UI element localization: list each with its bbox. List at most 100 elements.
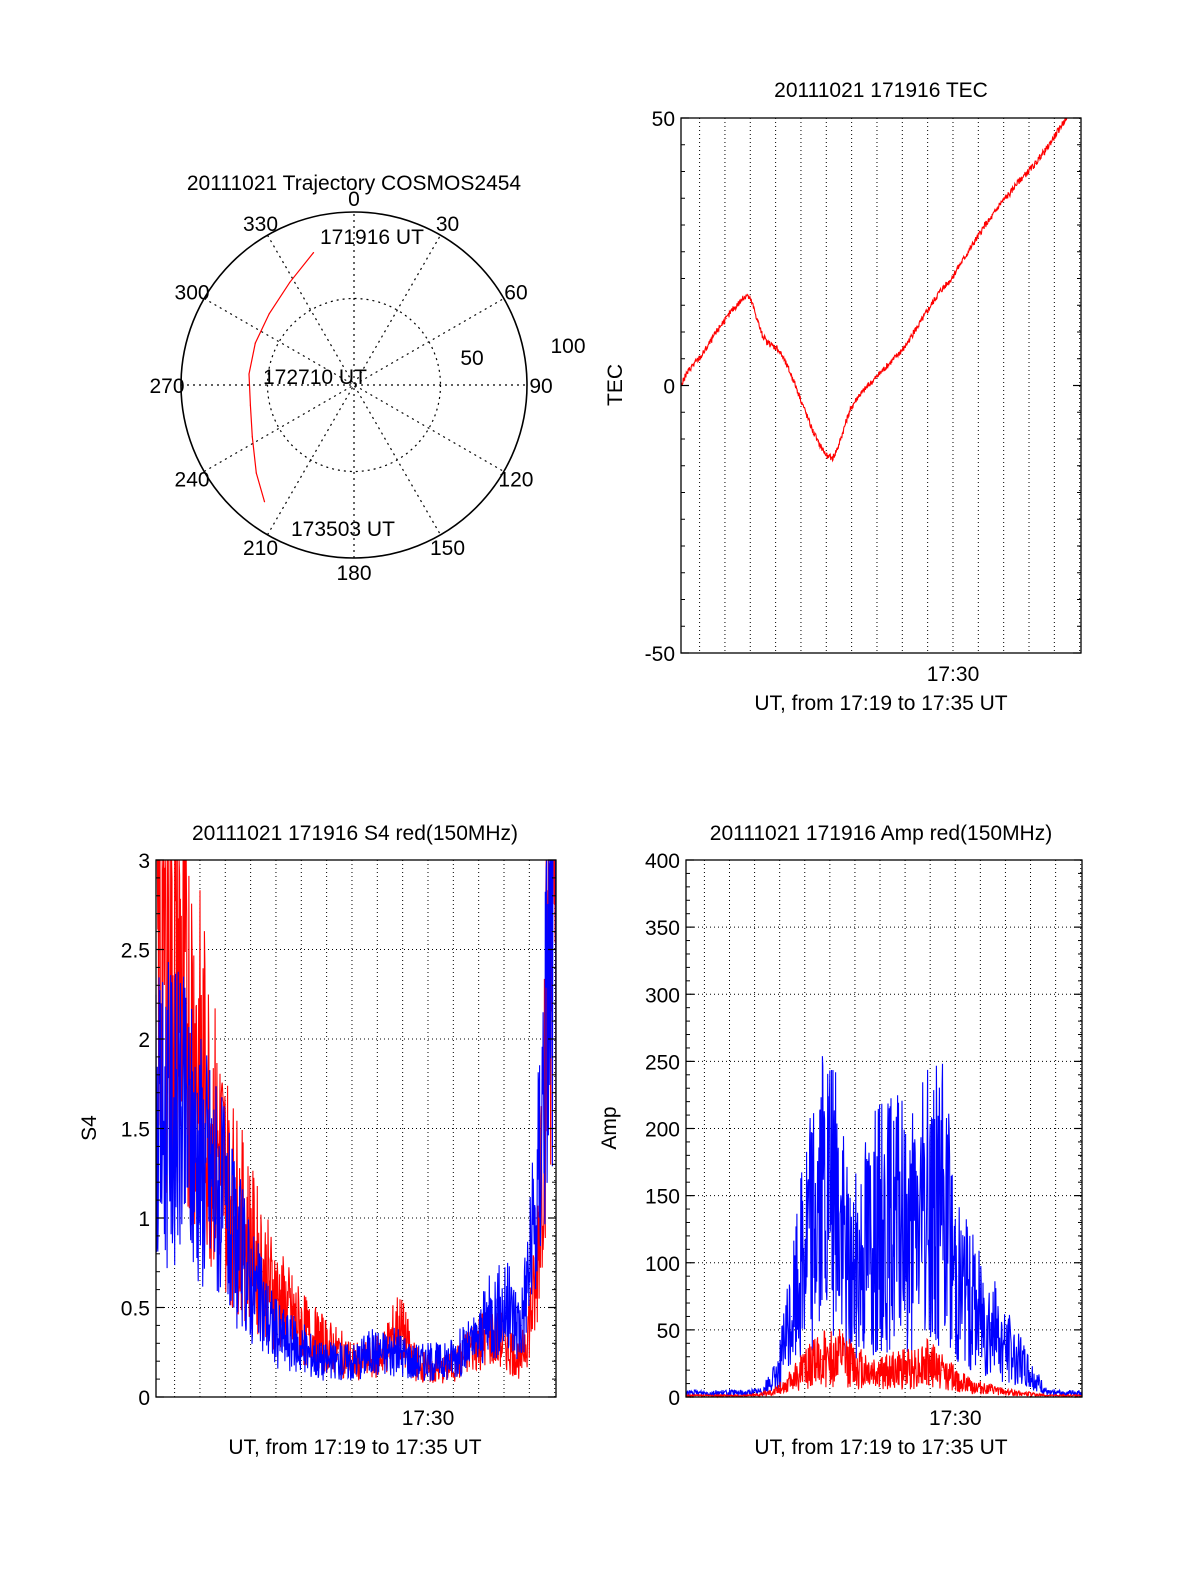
tec-y-tick-label: 50 xyxy=(652,108,675,131)
tec-series-red-point xyxy=(700,355,702,357)
amp-series-blue-point xyxy=(1061,1392,1063,1394)
tec-series-red-point xyxy=(761,334,763,336)
tec-series-red-point xyxy=(781,355,783,357)
s4-y-tick-label: 1 xyxy=(138,1208,150,1231)
amp-y-tick-label: 100 xyxy=(645,1253,680,1276)
amp-series-blue-point xyxy=(730,1392,732,1394)
s4-series-red-point xyxy=(535,1289,537,1291)
tec-series-red-point xyxy=(883,368,885,370)
amp-title: 20111021 171916 Amp red(150MHz) xyxy=(710,822,1052,845)
s4-series-red-point xyxy=(505,1342,507,1344)
amp-series-blue-point xyxy=(821,1195,822,1197)
tec-series-red-point xyxy=(898,352,900,354)
s4-panel: 20111021 171916 S4 red(150MHz) UT, from … xyxy=(78,822,557,1459)
s4-y-tick-label: 0.5 xyxy=(121,1298,150,1321)
amp-series-red-point xyxy=(700,1395,702,1397)
polar-azimuth-label: 270 xyxy=(149,375,184,398)
amp-series-red-point xyxy=(911,1367,913,1368)
amp-series-blue-point xyxy=(715,1392,717,1394)
s4-series-blue-point xyxy=(505,1307,507,1308)
amp-y-tick-label: 150 xyxy=(645,1186,680,1209)
tec-series-red-point xyxy=(837,446,839,448)
tec-series-red-point xyxy=(822,449,824,451)
amp-series-blue-point xyxy=(1046,1392,1048,1394)
s4-series-blue-point xyxy=(444,1360,446,1362)
tec-y-axis-label: TEC xyxy=(604,364,627,406)
tec-series-red-point xyxy=(807,417,809,419)
tec-series-red-point xyxy=(741,299,743,301)
s4-series-blue-point xyxy=(550,913,552,915)
tec-series-red-point xyxy=(989,219,991,221)
polar-azimuth-label: 210 xyxy=(243,537,278,560)
tec-series-red-point xyxy=(1045,149,1047,151)
tec-series-red-point xyxy=(979,232,981,234)
amp-series-red-point xyxy=(1076,1395,1078,1397)
tec-series-red-point xyxy=(1015,184,1016,186)
polar-panel: 20111021 Trajectory COSMOS2454 0 30 60 90 12… xyxy=(149,172,585,585)
amp-series-blue-point xyxy=(956,1275,958,1277)
polar-trajectory-point xyxy=(254,342,256,344)
polar-azimuth-label: 60 xyxy=(504,282,527,305)
tec-series-red-point xyxy=(827,457,829,459)
tec-series-red-point xyxy=(1030,168,1032,170)
polar-trajectory-point xyxy=(312,252,315,254)
amp-series-red-point xyxy=(956,1380,958,1382)
tec-series-red-point xyxy=(944,286,945,287)
tec-y-tick-label: -50 xyxy=(645,643,675,666)
amp-series-blue-point xyxy=(911,1235,913,1237)
amp-series-red-point xyxy=(821,1358,822,1360)
amp-series-red-point xyxy=(775,1389,777,1391)
s4-y-tick-label: 2 xyxy=(138,1029,150,1052)
polar-azimuth-label: 330 xyxy=(243,213,278,236)
amp-series-blue-point xyxy=(1001,1342,1003,1344)
amp-series-red-point xyxy=(730,1395,732,1397)
polar-azimuth-label: 120 xyxy=(498,469,533,492)
s4-series-blue-point xyxy=(459,1351,461,1353)
polar-azimuth-label: 300 xyxy=(175,282,210,305)
amp-series-blue-point xyxy=(745,1392,747,1394)
tec-series-red-point xyxy=(852,403,854,405)
s4-series-blue-point xyxy=(383,1351,385,1353)
amp-series-red-point xyxy=(986,1388,988,1390)
polar-azimuth-label: 180 xyxy=(336,562,371,585)
amp-series-red-point xyxy=(836,1356,837,1358)
tec-y-tick-label: 0 xyxy=(663,376,675,399)
s4-series-red-point xyxy=(337,1351,339,1353)
amp-y-tick-label: 300 xyxy=(645,984,680,1007)
tec-series-red-point xyxy=(1020,179,1021,180)
s4-series-blue-point xyxy=(535,1217,537,1219)
s4-series-blue-point xyxy=(246,1271,248,1273)
polar-trajectory-point xyxy=(268,313,270,315)
tec-title: 20111021 171916 TEC xyxy=(774,79,988,102)
s4-series-red-point xyxy=(520,1360,522,1362)
tec-series-red-point xyxy=(710,339,712,341)
amp-series-red-point xyxy=(926,1362,928,1364)
tec-x-tick-label: 17:30 xyxy=(927,663,980,686)
s4-series-blue-point xyxy=(474,1342,476,1344)
polar-trajectory-point xyxy=(251,436,253,438)
amp-series-blue-point xyxy=(1016,1356,1018,1358)
s4-series-blue-point xyxy=(201,1154,203,1156)
s4-series-blue-point xyxy=(292,1342,294,1344)
s4-series-red-point xyxy=(307,1333,309,1335)
amp-y-tick-label: 400 xyxy=(645,850,680,873)
tec-series-red-point xyxy=(1010,192,1011,194)
tec-series-red-point xyxy=(999,203,1001,205)
amp-series-blue-point xyxy=(805,1235,807,1237)
s4-series-blue-point xyxy=(307,1351,309,1353)
amp-series-red-point xyxy=(1016,1392,1018,1394)
amp-series-blue-point xyxy=(775,1376,777,1378)
polar-trajectory-point xyxy=(249,404,251,406)
tec-series-red-point xyxy=(705,347,707,349)
tec-series-red-point xyxy=(731,310,733,312)
tec-series-red-point xyxy=(862,390,864,392)
tec-series-red-point xyxy=(1055,133,1057,135)
tec-series-red-point xyxy=(1050,141,1052,143)
tec-series-red-line xyxy=(680,117,1081,463)
amp-series-blue-point xyxy=(1076,1392,1078,1394)
amp-series-red-point xyxy=(881,1372,883,1374)
tec-series-red-point xyxy=(918,323,920,325)
tec-series-red-point xyxy=(974,240,976,242)
s4-y-tick-label: 1.5 xyxy=(121,1119,150,1142)
polar-annotation-start: 171916 UT xyxy=(320,226,424,249)
